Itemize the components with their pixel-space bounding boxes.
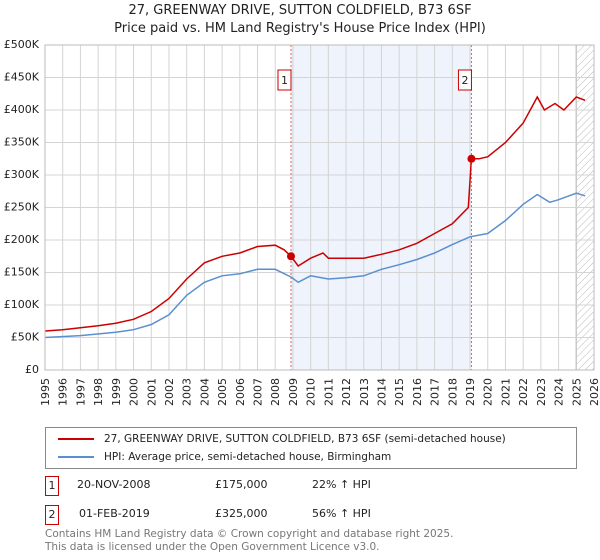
- x-tick-label: 2014: [375, 378, 388, 406]
- x-tick-label: 2020: [482, 378, 495, 406]
- x-tick-label: 2007: [252, 378, 265, 406]
- x-tick-label: 1997: [74, 378, 87, 406]
- x-tick-label: 2005: [216, 378, 229, 406]
- x-tick-label: 2017: [429, 378, 442, 406]
- footer-line: Contains HM Land Registry data © Crown c…: [45, 528, 454, 540]
- y-tick-label: £500K: [4, 38, 40, 51]
- y-tick-label: £150K: [4, 266, 40, 279]
- legend-label: 27, GREENWAY DRIVE, SUTTON COLDFIELD, B7…: [104, 433, 506, 445]
- x-tick-label: 2011: [322, 378, 335, 406]
- y-tick-label: £350K: [4, 136, 40, 149]
- legend-swatch-red: [58, 438, 94, 440]
- x-tick-label: 2002: [163, 378, 176, 406]
- x-tick-label: 1999: [110, 378, 123, 406]
- x-tick-label: 2024: [553, 378, 566, 406]
- y-tick-label: £400K: [4, 103, 40, 116]
- sale-label-box: [277, 69, 292, 91]
- x-tick-label: 2013: [358, 378, 371, 406]
- legend-label: HPI: Average price, semi-detached house,…: [104, 451, 392, 463]
- x-tick-label: 2003: [181, 378, 194, 406]
- hpi-line: [44, 192, 586, 339]
- plot-svg: 1 2 1995 1996 1997 1998 1999 2000 2001 2002 2003 20…: [4, 38, 600, 406]
- x-tick-label: 2016: [411, 378, 424, 406]
- sale-point: [467, 154, 476, 163]
- x-tick-label: 2018: [446, 378, 459, 406]
- x-tick-label: 2001: [145, 378, 158, 406]
- transaction-price: £175,000: [215, 478, 268, 491]
- x-tick-label: 2019: [464, 378, 477, 406]
- y-tick-label: £100K: [4, 298, 40, 311]
- y-tick-label: £50K: [11, 331, 40, 344]
- x-tick-label: 2010: [305, 378, 318, 406]
- chart-title: 27, GREENWAY DRIVE, SUTTON COLDFIELD, B7…: [128, 3, 472, 18]
- y-tick-label: £200K: [4, 233, 40, 246]
- sale-label: 1: [281, 74, 288, 87]
- x-tick-label: 1995: [39, 378, 52, 406]
- transaction-date: 20-NOV-2008: [77, 478, 151, 491]
- legend-swatch-blue: [58, 456, 94, 458]
- legend: 27, GREENWAY DRIVE, SUTTON COLDFIELD, B7…: [45, 427, 577, 469]
- x-tick-label: 1998: [92, 378, 105, 406]
- y-tick-label: £250K: [4, 201, 40, 214]
- footer-line: This data is licensed under the Open Gov…: [45, 541, 380, 553]
- transaction-marker: 1: [45, 476, 59, 496]
- sale-label: 2: [461, 74, 468, 87]
- transaction-date: 01-FEB-2019: [79, 507, 150, 520]
- chart-subtitle: Price paid vs. HM Land Registry's House …: [114, 21, 486, 36]
- legend-item-hpi: HPI: Average price, semi-detached house,…: [58, 450, 391, 464]
- x-tick-label: 2015: [393, 378, 406, 406]
- transaction-marker: 2: [45, 505, 59, 525]
- x-tick-label: 2000: [128, 378, 141, 406]
- x-tick-label: 2008: [269, 378, 282, 406]
- y-tick-label: £300K: [4, 168, 40, 181]
- sale-label-box: [457, 69, 472, 91]
- transaction-hpi: 56% ↑ HPI: [312, 507, 371, 520]
- x-tick-label: 2022: [517, 378, 530, 406]
- transaction-hpi: 22% ↑ HPI: [312, 478, 371, 491]
- property-price-line: [44, 95, 586, 332]
- y-tick-label: £0: [25, 363, 39, 376]
- x-tick-label: 2021: [499, 378, 512, 406]
- plot-frame: [44, 44, 595, 371]
- sale-point: [286, 252, 295, 261]
- x-tick-label: 1996: [57, 378, 70, 406]
- x-tick-label: 2023: [535, 378, 548, 406]
- x-tick-label: 2009: [287, 378, 300, 406]
- x-tick-label: 2006: [234, 378, 247, 406]
- footer: Contains HM Land Registry data © Crown c…: [45, 528, 453, 554]
- legend-item-property: 27, GREENWAY DRIVE, SUTTON COLDFIELD, B7…: [58, 432, 506, 446]
- x-tick-label: 2012: [340, 378, 353, 406]
- x-tick-label: 2026: [588, 378, 600, 406]
- x-tick-label: 2025: [570, 378, 583, 406]
- transaction-price: £325,000: [215, 507, 268, 520]
- x-tick-label: 2004: [198, 378, 211, 406]
- y-tick-label: £450K: [4, 71, 40, 84]
